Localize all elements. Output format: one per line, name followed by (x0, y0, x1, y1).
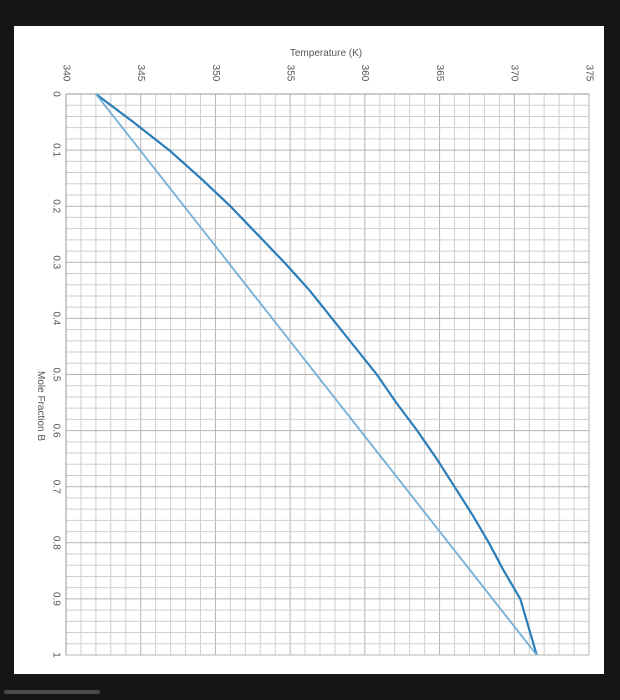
chart-card: Temperature (K) 340 345 350 355 360 365 370 375… (14, 26, 604, 674)
grid (65, 93, 590, 656)
y-axis-title: Mole Fraction B (35, 371, 46, 441)
y-tick-label: 0.4 (50, 311, 61, 325)
x-tick-label: 375 (583, 65, 594, 82)
y-tick-label: 0.2 (50, 199, 61, 213)
series-lines (95, 93, 538, 656)
series-line-lower (95, 93, 538, 656)
y-tick-label: 0.1 (50, 143, 61, 157)
x-tick-label: 340 (60, 65, 71, 82)
y-tick-label: 0.3 (50, 255, 61, 269)
x-axis-title: Temperature (K) (290, 48, 362, 59)
y-tick-label: 0.5 (50, 368, 61, 382)
y-tick-label: 0.9 (50, 592, 61, 606)
x-axis-ticks: 340 345 350 355 360 365 370 375 (60, 65, 594, 82)
x-tick-label: 360 (359, 65, 370, 82)
y-tick-label: 0.8 (50, 536, 61, 550)
x-tick-label: 350 (210, 65, 221, 82)
y-axis-ticks: 0 0.1 0.2 0.3 0.4 0.5 0.6 0.7 0.8 0.9 1 (50, 91, 61, 658)
horizontal-scrollbar[interactable] (4, 690, 100, 694)
y-tick-label: 0.7 (50, 480, 61, 494)
x-tick-label: 370 (509, 65, 520, 82)
x-tick-label: 365 (434, 65, 445, 82)
x-tick-label: 355 (285, 65, 296, 82)
y-tick-label: 1 (50, 652, 61, 658)
series-line-upper (95, 93, 538, 656)
x-tick-label: 345 (135, 65, 146, 82)
y-tick-label: 0.6 (50, 424, 61, 438)
y-tick-label: 0 (50, 91, 61, 97)
mole-fraction-temperature-chart: Temperature (K) 340 345 350 355 360 365 370 375… (35, 48, 594, 658)
